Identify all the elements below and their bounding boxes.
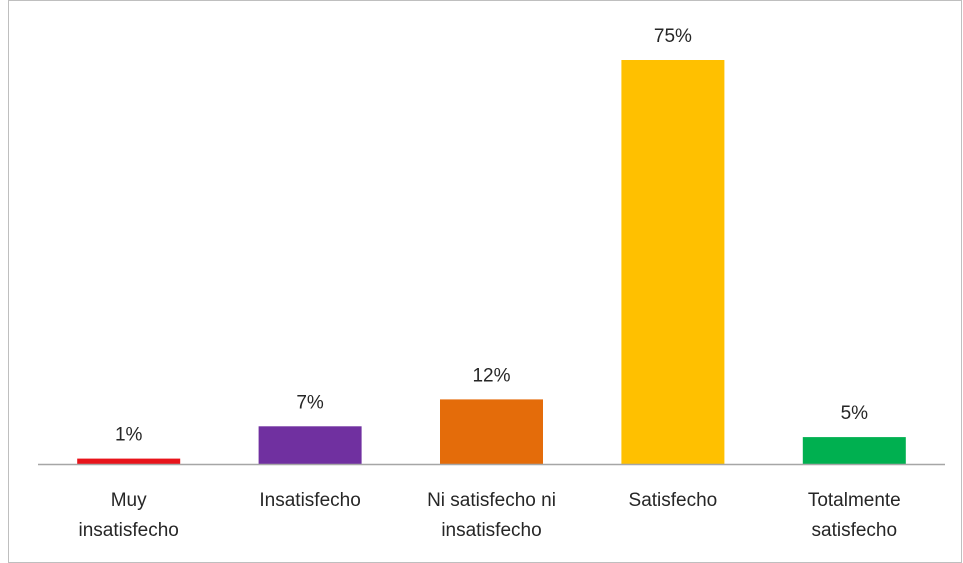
category-label-1: Insatisfecho <box>259 490 360 511</box>
value-label-3: 75% <box>654 26 692 47</box>
bars-layer <box>77 60 906 464</box>
category-label-line: satisfecho <box>812 520 898 541</box>
category-label-2: Ni satisfecho ni insatisfecho <box>427 490 556 541</box>
category-label-3: Satisfecho <box>629 490 718 511</box>
bar-0 <box>77 458 181 464</box>
category-label-line: Totalmente <box>808 490 901 511</box>
value-label-4: 5% <box>841 403 869 424</box>
category-label-line: Muy <box>111 490 147 511</box>
category-label-line: insatisfecho <box>79 520 179 541</box>
value-label-1: 7% <box>296 392 324 413</box>
category-labels-layer: Muy insatisfecho Insatisfecho Ni satisfecho… <box>79 490 901 541</box>
value-labels-layer: 1% 7% 12% 75% 5% <box>115 26 868 446</box>
category-label-line: Ni satisfecho ni <box>427 490 556 511</box>
category-label-line: insatisfecho <box>441 520 541 541</box>
bar-4 <box>802 437 906 464</box>
value-label-2: 12% <box>472 365 510 386</box>
bar-3 <box>621 60 725 464</box>
bar-1 <box>258 426 362 464</box>
category-label-line: Insatisfecho <box>259 490 360 511</box>
chart-border <box>8 0 962 563</box>
value-label-0: 1% <box>115 425 143 446</box>
category-label-0: Muy insatisfecho <box>79 490 179 541</box>
category-label-line: Satisfecho <box>629 490 718 511</box>
bar-2 <box>440 399 543 464</box>
category-label-4: Totalmente satisfecho <box>808 490 901 541</box>
